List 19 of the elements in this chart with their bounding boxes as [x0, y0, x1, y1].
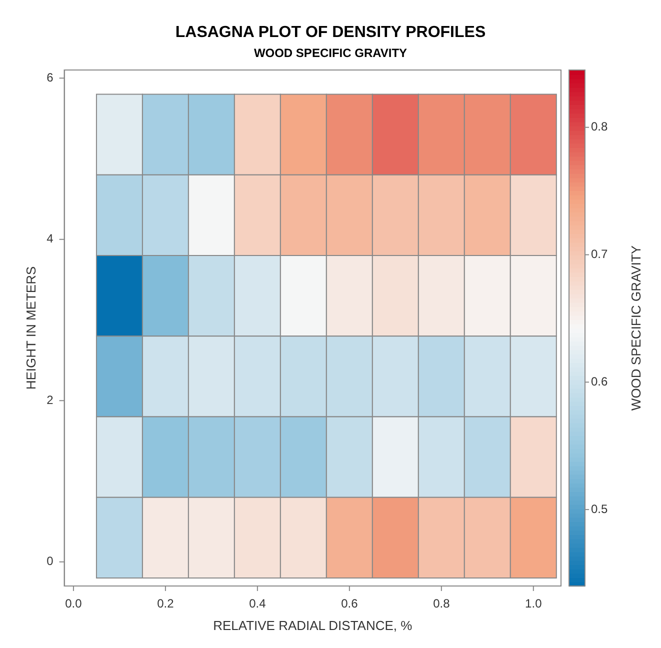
x-tick-label: 0.8: [433, 596, 450, 611]
color-bar-label: 0.5: [591, 502, 608, 516]
x-tick-label: 0.6: [341, 596, 358, 611]
x-tick-label: 0.4: [249, 596, 266, 611]
color-bar-label: 0.6: [591, 374, 608, 388]
x-tick-label: 0.2: [157, 596, 174, 611]
color-bar-label: 0.8: [591, 120, 608, 134]
chart-subtitle: WOOD SPECIFIC GRAVITY: [252, 46, 408, 60]
y-tick-label: 2: [46, 392, 54, 407]
chart-title: LASAGNA PLOT OF DENSITY PROFILES: [174, 24, 487, 42]
y-axis-title: HEIGHT IN METERS: [23, 266, 38, 390]
color-bar-label: 0.7: [591, 247, 608, 262]
y-tick-label: 4: [46, 232, 54, 246]
y-tick-label: 6: [46, 70, 54, 84]
x-tick-label: 1.0: [525, 596, 542, 611]
y-tick-label: 0: [46, 554, 54, 568]
x-tick-label: 0.0: [65, 596, 82, 611]
color-bar-title: WOOD SPECIFIC GRAVITY: [628, 245, 644, 411]
x-axis-title: RELATIVE RADIAL DISTANCE, %: [213, 618, 413, 633]
